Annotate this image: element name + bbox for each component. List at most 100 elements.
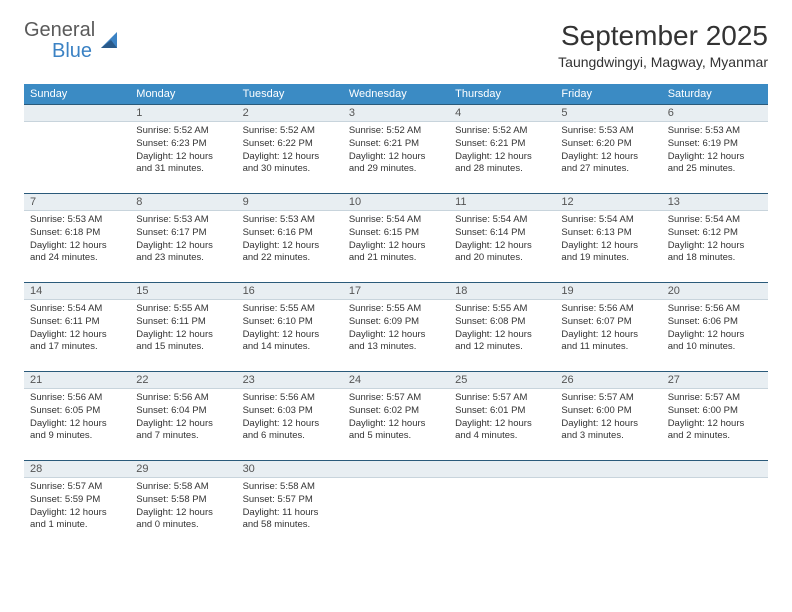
sunrise-line: Sunrise: 5:57 AM — [668, 392, 762, 405]
day-number-cell: 23 — [237, 372, 343, 389]
daylight-line: Daylight: 12 hours and 17 minutes. — [30, 329, 124, 355]
sunset-line: Sunset: 6:02 PM — [349, 405, 443, 418]
day-number-cell: 15 — [130, 283, 236, 300]
day-number-cell: 12 — [555, 194, 661, 211]
sunset-line: Sunset: 6:10 PM — [243, 316, 337, 329]
day-cell: Sunrise: 5:57 AMSunset: 6:02 PMDaylight:… — [343, 389, 449, 461]
day-cell: Sunrise: 5:56 AMSunset: 6:03 PMDaylight:… — [237, 389, 343, 461]
daylight-line: Daylight: 12 hours and 25 minutes. — [668, 151, 762, 177]
day-number-row: 21222324252627 — [24, 372, 768, 389]
sunrise-line: Sunrise: 5:56 AM — [668, 303, 762, 316]
sunrise-line: Sunrise: 5:56 AM — [561, 303, 655, 316]
day-number-cell: 28 — [24, 461, 130, 478]
day-number-cell: 6 — [662, 105, 768, 122]
daylight-line: Daylight: 12 hours and 3 minutes. — [561, 418, 655, 444]
sunrise-line: Sunrise: 5:52 AM — [136, 125, 230, 138]
day-cell — [555, 478, 661, 550]
day-number-cell: 20 — [662, 283, 768, 300]
day-cell: Sunrise: 5:52 AMSunset: 6:23 PMDaylight:… — [130, 122, 236, 194]
day-cell: Sunrise: 5:57 AMSunset: 6:01 PMDaylight:… — [449, 389, 555, 461]
sunrise-line: Sunrise: 5:56 AM — [30, 392, 124, 405]
day-number-cell: 4 — [449, 105, 555, 122]
daylight-line: Daylight: 12 hours and 6 minutes. — [243, 418, 337, 444]
sunrise-line: Sunrise: 5:55 AM — [455, 303, 549, 316]
daylight-line: Daylight: 12 hours and 10 minutes. — [668, 329, 762, 355]
weekday-header: Saturday — [662, 84, 768, 105]
sunrise-line: Sunrise: 5:57 AM — [561, 392, 655, 405]
day-number-cell: 16 — [237, 283, 343, 300]
day-number-cell: 25 — [449, 372, 555, 389]
sunrise-line: Sunrise: 5:58 AM — [243, 481, 337, 494]
day-number-cell: 14 — [24, 283, 130, 300]
sunrise-line: Sunrise: 5:54 AM — [455, 214, 549, 227]
logo-word1: General — [24, 19, 95, 41]
sunrise-line: Sunrise: 5:53 AM — [668, 125, 762, 138]
day-number-row: 78910111213 — [24, 194, 768, 211]
sunrise-line: Sunrise: 5:54 AM — [561, 214, 655, 227]
day-number-row: 123456 — [24, 105, 768, 122]
day-cell: Sunrise: 5:53 AMSunset: 6:17 PMDaylight:… — [130, 211, 236, 283]
sunset-line: Sunset: 6:11 PM — [136, 316, 230, 329]
day-cell: Sunrise: 5:53 AMSunset: 6:19 PMDaylight:… — [662, 122, 768, 194]
day-cell: Sunrise: 5:55 AMSunset: 6:09 PMDaylight:… — [343, 300, 449, 372]
sunrise-line: Sunrise: 5:56 AM — [243, 392, 337, 405]
sunset-line: Sunset: 6:04 PM — [136, 405, 230, 418]
day-number-row: 282930 — [24, 461, 768, 478]
sunrise-line: Sunrise: 5:53 AM — [30, 214, 124, 227]
sunset-line: Sunset: 6:23 PM — [136, 138, 230, 151]
daylight-line: Daylight: 12 hours and 14 minutes. — [243, 329, 337, 355]
day-number-cell — [449, 461, 555, 478]
daylight-line: Daylight: 12 hours and 29 minutes. — [349, 151, 443, 177]
day-cell: Sunrise: 5:53 AMSunset: 6:16 PMDaylight:… — [237, 211, 343, 283]
day-number-cell: 19 — [555, 283, 661, 300]
sunset-line: Sunset: 5:58 PM — [136, 494, 230, 507]
sunset-line: Sunset: 5:59 PM — [30, 494, 124, 507]
sunset-line: Sunset: 6:07 PM — [561, 316, 655, 329]
daylight-line: Daylight: 12 hours and 2 minutes. — [668, 418, 762, 444]
day-cell: Sunrise: 5:53 AMSunset: 6:18 PMDaylight:… — [24, 211, 130, 283]
daylight-line: Daylight: 12 hours and 0 minutes. — [136, 507, 230, 533]
sunrise-line: Sunrise: 5:54 AM — [668, 214, 762, 227]
sunset-line: Sunset: 6:21 PM — [349, 138, 443, 151]
sunrise-line: Sunrise: 5:55 AM — [136, 303, 230, 316]
weekday-header: Friday — [555, 84, 661, 105]
daylight-line: Daylight: 12 hours and 23 minutes. — [136, 240, 230, 266]
daylight-line: Daylight: 12 hours and 20 minutes. — [455, 240, 549, 266]
daylight-line: Daylight: 12 hours and 1 minute. — [30, 507, 124, 533]
weekday-header: Monday — [130, 84, 236, 105]
weekday-header: Sunday — [24, 84, 130, 105]
sunset-line: Sunset: 6:00 PM — [668, 405, 762, 418]
sunset-line: Sunset: 6:03 PM — [243, 405, 337, 418]
day-number-cell: 21 — [24, 372, 130, 389]
day-number-cell: 11 — [449, 194, 555, 211]
day-number-cell — [555, 461, 661, 478]
day-cell: Sunrise: 5:57 AMSunset: 5:59 PMDaylight:… — [24, 478, 130, 550]
month-title: September 2025 — [558, 20, 768, 52]
day-number-cell: 29 — [130, 461, 236, 478]
sunrise-line: Sunrise: 5:57 AM — [30, 481, 124, 494]
logo-sail-icon — [99, 30, 121, 52]
logo-word2: Blue — [52, 40, 92, 62]
daylight-line: Daylight: 12 hours and 15 minutes. — [136, 329, 230, 355]
location: Taungdwingyi, Magway, Myanmar — [558, 54, 768, 70]
sunrise-line: Sunrise: 5:55 AM — [243, 303, 337, 316]
day-cell — [24, 122, 130, 194]
sunset-line: Sunset: 6:21 PM — [455, 138, 549, 151]
sunset-line: Sunset: 6:00 PM — [561, 405, 655, 418]
day-cell: Sunrise: 5:56 AMSunset: 6:07 PMDaylight:… — [555, 300, 661, 372]
sunset-line: Sunset: 6:15 PM — [349, 227, 443, 240]
day-number-cell: 10 — [343, 194, 449, 211]
day-number-cell: 1 — [130, 105, 236, 122]
day-cell: Sunrise: 5:54 AMSunset: 6:13 PMDaylight:… — [555, 211, 661, 283]
day-number-cell — [24, 105, 130, 122]
day-body-row: Sunrise: 5:57 AMSunset: 5:59 PMDaylight:… — [24, 478, 768, 550]
day-number-cell: 22 — [130, 372, 236, 389]
day-cell: Sunrise: 5:56 AMSunset: 6:06 PMDaylight:… — [662, 300, 768, 372]
day-number-cell: 13 — [662, 194, 768, 211]
sunset-line: Sunset: 6:05 PM — [30, 405, 124, 418]
weekday-header-row: Sunday Monday Tuesday Wednesday Thursday… — [24, 84, 768, 105]
weekday-header: Thursday — [449, 84, 555, 105]
day-number-cell: 24 — [343, 372, 449, 389]
day-number-cell: 7 — [24, 194, 130, 211]
daylight-line: Daylight: 12 hours and 30 minutes. — [243, 151, 337, 177]
